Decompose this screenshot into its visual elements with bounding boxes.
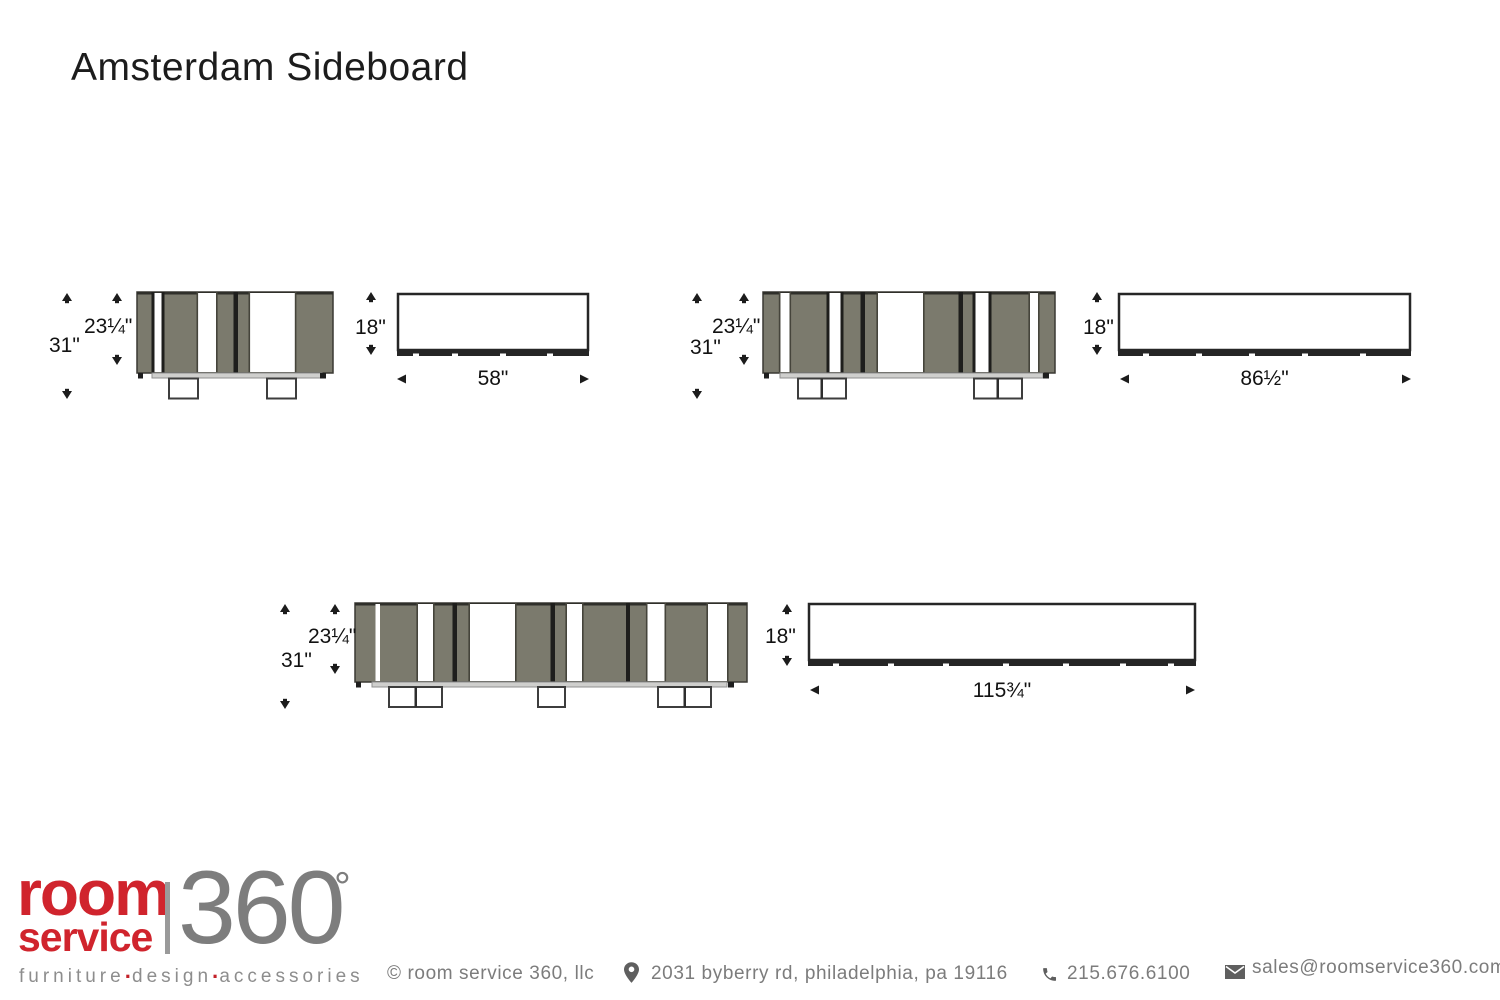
dim-depth-58: 18" — [355, 316, 386, 339]
envelope-icon — [1225, 965, 1245, 979]
dim-depth-115: 18" — [765, 625, 796, 648]
dim-depth-86: 18" — [1083, 316, 1114, 339]
copyright-text: © room service 360, llc — [387, 963, 595, 984]
dim-case-height-58: 23¼" — [84, 315, 133, 338]
location-pin-icon — [624, 962, 639, 983]
top-view-86 — [1092, 292, 1412, 384]
dim-case-height-115: 23¼" — [308, 625, 357, 648]
phone-text: 215.676.6100 — [1067, 963, 1191, 984]
phone-icon — [1043, 968, 1057, 981]
logo-room: room — [17, 857, 171, 929]
tagline-separator-dot: · — [212, 964, 220, 989]
logo-tagline: furniture · design · accessories — [19, 964, 360, 989]
dim-overall-height-115: 31" — [281, 649, 312, 672]
dim-width-86: 86½" — [1240, 367, 1289, 390]
top-view-58 — [366, 292, 590, 384]
address-text: 2031 byberry rd, philadelphia, pa 19116 — [651, 963, 1008, 984]
dim-case-height-86: 23¼" — [712, 315, 761, 338]
tagline-word-accessories: accessories — [219, 966, 364, 987]
top-view-115 — [782, 602, 1197, 695]
page-title: Amsterdam Sideboard — [71, 46, 469, 89]
dim-overall-height-86: 31" — [690, 336, 721, 359]
logo-service: service — [18, 914, 153, 960]
tagline-word-furniture: furniture — [19, 966, 125, 987]
front-view-86 — [692, 291, 1056, 400]
front-view-58 — [62, 291, 334, 400]
logo-divider-bar — [165, 882, 170, 954]
dim-overall-height-58: 31" — [49, 334, 80, 357]
front-view-115 — [280, 602, 748, 709]
tagline-separator-dot: · — [124, 964, 133, 989]
logo-360: 360 — [178, 850, 346, 966]
email-text: sales@roomservice360.com — [1252, 957, 1500, 978]
dim-width-115: 115¾" — [972, 679, 1032, 702]
dim-width-58: 58" — [477, 367, 509, 390]
tagline-word-design: design — [132, 966, 213, 987]
logo-degree-mark: ° — [334, 863, 351, 910]
